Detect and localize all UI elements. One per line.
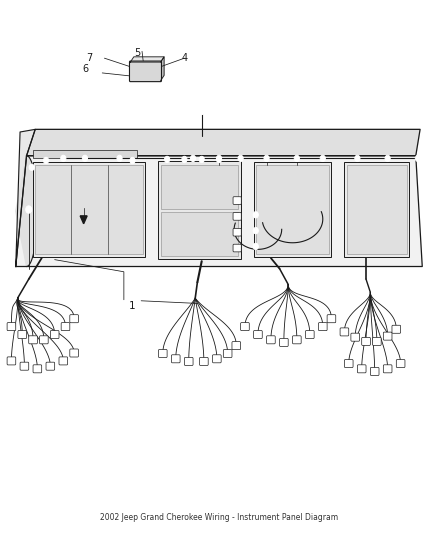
Circle shape	[253, 228, 258, 234]
Text: 1: 1	[129, 301, 136, 311]
Polygon shape	[16, 156, 37, 266]
Circle shape	[264, 155, 269, 161]
Circle shape	[253, 243, 258, 249]
Bar	[159, 161, 240, 259]
FancyBboxPatch shape	[33, 365, 42, 373]
Circle shape	[294, 155, 300, 161]
FancyBboxPatch shape	[254, 330, 262, 338]
FancyBboxPatch shape	[159, 350, 167, 358]
Polygon shape	[161, 57, 164, 80]
FancyBboxPatch shape	[233, 244, 241, 252]
FancyBboxPatch shape	[130, 61, 162, 82]
Text: 2002 Jeep Grand Cherokee Wiring - Instrument Panel Diagram: 2002 Jeep Grand Cherokee Wiring - Instru…	[100, 513, 338, 521]
FancyBboxPatch shape	[233, 229, 241, 236]
Circle shape	[355, 155, 360, 161]
FancyBboxPatch shape	[223, 350, 232, 358]
FancyBboxPatch shape	[70, 314, 78, 322]
FancyBboxPatch shape	[392, 325, 401, 333]
Circle shape	[216, 156, 222, 163]
FancyBboxPatch shape	[50, 330, 59, 338]
Circle shape	[82, 155, 88, 161]
Circle shape	[385, 155, 390, 161]
Circle shape	[320, 155, 325, 161]
Polygon shape	[80, 216, 87, 224]
Circle shape	[130, 157, 135, 164]
Bar	[35, 165, 143, 254]
Circle shape	[191, 155, 196, 161]
FancyBboxPatch shape	[7, 322, 16, 330]
Circle shape	[29, 164, 34, 171]
Text: 7: 7	[86, 53, 92, 63]
FancyBboxPatch shape	[233, 197, 241, 204]
FancyBboxPatch shape	[59, 357, 67, 365]
Bar	[256, 165, 329, 254]
FancyBboxPatch shape	[20, 362, 29, 370]
Circle shape	[253, 212, 258, 218]
FancyBboxPatch shape	[46, 362, 55, 370]
Bar	[346, 165, 407, 254]
Bar	[254, 162, 332, 257]
FancyBboxPatch shape	[340, 328, 349, 336]
Polygon shape	[131, 57, 164, 62]
FancyBboxPatch shape	[383, 332, 392, 340]
Bar	[161, 165, 238, 209]
FancyBboxPatch shape	[372, 337, 381, 345]
FancyBboxPatch shape	[293, 336, 301, 344]
FancyBboxPatch shape	[39, 336, 48, 344]
Polygon shape	[16, 130, 35, 266]
Polygon shape	[27, 130, 420, 156]
FancyBboxPatch shape	[279, 338, 288, 346]
Circle shape	[216, 155, 222, 161]
Circle shape	[43, 157, 49, 164]
Circle shape	[182, 156, 187, 163]
FancyBboxPatch shape	[327, 314, 336, 322]
FancyBboxPatch shape	[7, 357, 16, 365]
FancyBboxPatch shape	[171, 355, 180, 363]
FancyBboxPatch shape	[305, 330, 314, 338]
Circle shape	[26, 206, 32, 213]
FancyBboxPatch shape	[351, 333, 360, 341]
Circle shape	[238, 155, 243, 161]
FancyBboxPatch shape	[240, 322, 249, 330]
Bar	[33, 162, 145, 257]
FancyBboxPatch shape	[212, 355, 221, 363]
FancyBboxPatch shape	[362, 337, 371, 345]
Bar	[33, 150, 137, 158]
FancyBboxPatch shape	[396, 360, 405, 368]
Text: 6: 6	[82, 64, 88, 74]
Circle shape	[61, 155, 66, 161]
FancyBboxPatch shape	[383, 365, 392, 373]
FancyBboxPatch shape	[357, 365, 366, 373]
FancyBboxPatch shape	[233, 213, 241, 220]
Polygon shape	[16, 156, 422, 266]
Bar	[161, 212, 238, 256]
FancyBboxPatch shape	[232, 342, 240, 350]
FancyBboxPatch shape	[184, 358, 193, 366]
FancyBboxPatch shape	[18, 330, 27, 338]
Text: 4: 4	[181, 53, 187, 63]
FancyBboxPatch shape	[61, 322, 70, 330]
Circle shape	[415, 155, 420, 161]
Text: 5: 5	[134, 48, 140, 58]
Circle shape	[165, 156, 170, 163]
Bar	[344, 162, 409, 257]
FancyBboxPatch shape	[267, 336, 275, 344]
FancyBboxPatch shape	[371, 367, 379, 375]
Circle shape	[199, 156, 204, 163]
FancyBboxPatch shape	[29, 336, 37, 344]
Circle shape	[198, 106, 205, 115]
FancyBboxPatch shape	[200, 358, 208, 366]
FancyBboxPatch shape	[318, 322, 327, 330]
Circle shape	[117, 155, 122, 161]
FancyBboxPatch shape	[344, 360, 353, 368]
FancyBboxPatch shape	[70, 349, 78, 357]
